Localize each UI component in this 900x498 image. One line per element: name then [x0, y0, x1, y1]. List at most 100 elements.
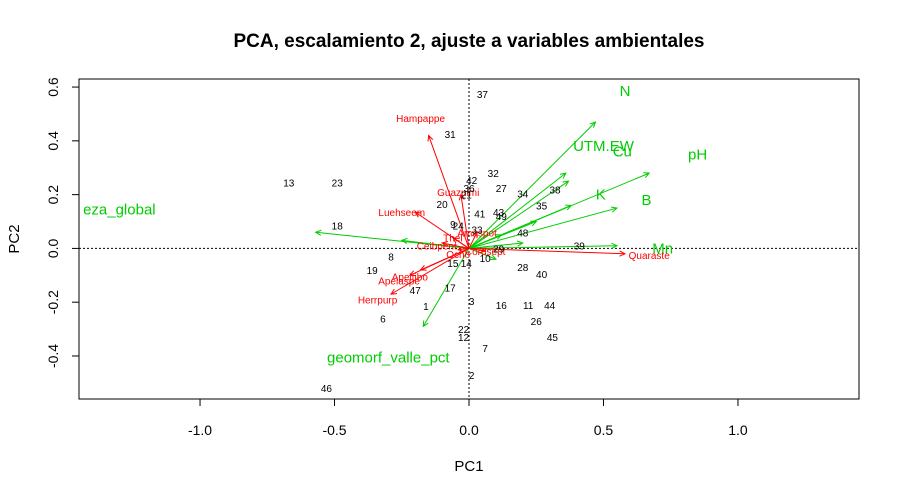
site-label-34: 34: [517, 189, 529, 200]
site-label-31: 31: [445, 130, 457, 141]
species-arrow-guazulmi: [458, 193, 470, 249]
site-label-20: 20: [437, 200, 449, 211]
site-label-29: 29: [493, 244, 505, 255]
site-label-48: 48: [517, 228, 529, 239]
x-tick-label: 1.0: [728, 422, 748, 438]
x-axis-title: PC1: [454, 458, 483, 475]
site-label-49: 49: [496, 212, 508, 223]
site-label-36: 36: [463, 184, 475, 195]
site-label-8: 8: [388, 252, 394, 263]
species-label-herrpurp: Herrpurp: [358, 296, 398, 307]
species-label-apeitibo: Apeitibo: [392, 273, 429, 284]
y-tick-label: 0.2: [45, 185, 61, 205]
site-label-15: 15: [447, 259, 459, 270]
species-label-amaspot: Amaspot: [457, 228, 497, 239]
species-arrow-apeiaspe: [408, 247, 470, 276]
site-label-33: 33: [472, 226, 484, 237]
env-label-geomorf-valle-pct: geomorf_valle_pct: [327, 349, 450, 366]
site-label-28: 28: [517, 263, 529, 274]
site-label-45: 45: [547, 333, 559, 344]
species-arrow-ceibpent: [440, 241, 470, 249]
env-arrow-mn: [468, 242, 619, 249]
site-label-11: 11: [523, 301, 534, 312]
env-arrow-cu: [468, 180, 570, 249]
env-arrow-k: [468, 204, 573, 249]
species-label-luehseem: Luehseem: [378, 208, 425, 219]
chart-title: PCA, escalamiento 2, ajuste a variables …: [233, 31, 704, 52]
species-label-ceibpent: Ceibpent: [417, 242, 457, 253]
site-label-18: 18: [332, 222, 344, 233]
env-label-b: B: [642, 192, 652, 209]
env-label-ph: pH: [688, 146, 707, 163]
env-label-utm-ew: UTM.EW: [573, 138, 635, 155]
y-tick-label: -0.4: [45, 344, 61, 368]
site-label-24: 24: [453, 222, 465, 233]
x-tick-label: -1.0: [188, 422, 212, 438]
env-label-eza-global: eza_global: [83, 201, 156, 218]
site-label-35: 35: [536, 201, 548, 212]
site-label-42: 42: [466, 176, 478, 187]
x-tick-label: 0.0: [459, 422, 479, 438]
site-label-27: 27: [496, 184, 508, 195]
site-label-26: 26: [531, 317, 543, 328]
y-tick-label: 0.4: [45, 131, 61, 151]
site-label-41: 41: [474, 209, 486, 220]
site-label-3: 3: [469, 297, 475, 308]
site-label-47: 47: [410, 286, 422, 297]
site-label-38: 38: [550, 185, 562, 196]
species-arrow-quaraste: [468, 247, 627, 257]
species-label-guazulmi: Guazulmi: [437, 188, 479, 199]
site-label-21: 21: [461, 191, 473, 202]
species-label-hampappe: Hampappe: [396, 114, 445, 125]
species-label-apeiaspe: Apeiaspe: [378, 277, 420, 288]
site-label-22: 22: [458, 325, 470, 336]
y-tick-label: 0.0: [45, 238, 61, 258]
species-arrow-thel: [451, 237, 470, 249]
site-label-23: 23: [332, 179, 344, 190]
species-arrow-hampappe: [427, 134, 470, 249]
y-axis-title: PC2: [6, 224, 23, 253]
species-label-thel: Thel: [443, 234, 462, 245]
species-arrow-herrpurp: [390, 247, 470, 295]
env-arrow-geomorf-valle-pct: [422, 248, 470, 328]
env-arrow-eza-global: [314, 229, 470, 249]
x-tick-label: -0.5: [322, 422, 346, 438]
species-label-cordsept: Cordsept: [465, 247, 506, 258]
site-label-17: 17: [445, 283, 457, 294]
site-label-13: 13: [283, 179, 295, 190]
y-tick-label: -0.2: [45, 290, 61, 314]
site-label-32: 32: [488, 169, 500, 180]
env-label-n: N: [620, 83, 631, 100]
site-label-1: 1: [423, 302, 429, 313]
env-label-cu: Cu: [613, 144, 632, 161]
y-axis: -0.4 -0.2 0.0 0.2 0.4 0.6: [45, 77, 80, 368]
site-label-9: 9: [450, 220, 456, 231]
site-label-7: 7: [482, 344, 488, 355]
x-tick-label: 0.5: [594, 422, 614, 438]
site-label-39: 39: [574, 242, 586, 253]
species-arrow-amaspot: [468, 231, 478, 249]
y-tick-label: 0.6: [45, 77, 61, 97]
env-label-mn: Mn: [652, 240, 673, 257]
species-label-ocho: Ocho: [446, 250, 470, 261]
species-label-quaraste: Quaraste: [629, 251, 671, 262]
site-label-16: 16: [496, 301, 508, 312]
site-label-43: 43: [493, 208, 505, 219]
env-arrow-utm-ew: [468, 172, 567, 249]
minor-env-arrow: [468, 240, 524, 249]
env-arrow-b: [468, 206, 619, 249]
site-label-46: 46: [321, 384, 333, 395]
env-arrow-n: [468, 121, 597, 249]
site-label-10: 10: [480, 254, 492, 265]
site-label-40: 40: [536, 270, 548, 281]
site-label-12: 12: [458, 333, 470, 344]
site-label-44: 44: [544, 301, 556, 312]
site-label-19: 19: [367, 266, 379, 277]
x-axis: -1.0 -0.5 0.0 0.5 1.0: [188, 398, 748, 438]
site-label-2: 2: [469, 371, 475, 382]
site-label-14: 14: [461, 259, 473, 270]
